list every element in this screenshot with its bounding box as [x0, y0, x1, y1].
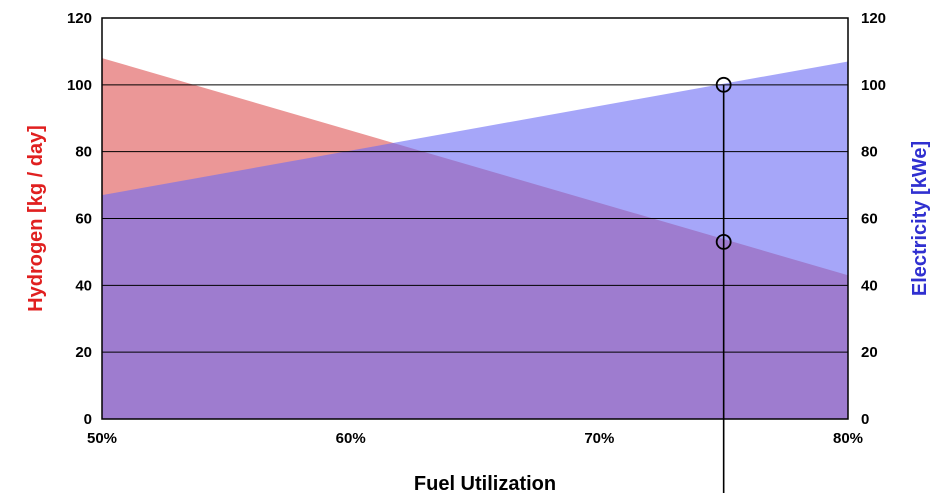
- y-axis-label-left: Hydrogen [kg / day]: [25, 125, 47, 312]
- marker-circle: [715, 233, 732, 250]
- x-ticks: 50% 60% 70% 80%: [87, 430, 863, 447]
- marker-circle: [715, 76, 732, 93]
- y-tick-right: 120: [861, 10, 886, 27]
- y-tick-left: 60: [75, 211, 92, 228]
- y-tick-left: 120: [67, 10, 92, 27]
- plot-frame: [101, 17, 849, 420]
- y-tick-right: 20: [861, 344, 878, 361]
- y-ticks-right: 0 20 40 60 80 100 120: [861, 10, 886, 428]
- y-tick-right: 100: [861, 77, 886, 94]
- y-tick-right: 60: [861, 211, 878, 228]
- marker-group: [715, 76, 732, 493]
- y-tick-left: 0: [84, 411, 92, 428]
- x-tick: 50%: [87, 430, 117, 447]
- x-axis-label: Fuel Utilization: [414, 473, 556, 495]
- x-tick: 70%: [584, 430, 614, 447]
- y-tick-left: 80: [75, 144, 92, 161]
- y-tick-right: 0: [861, 411, 869, 428]
- y-tick-right: 40: [861, 277, 878, 294]
- y-tick-left: 40: [75, 277, 92, 294]
- x-tick: 60%: [336, 430, 366, 447]
- y-tick-left: 100: [67, 77, 92, 94]
- y-ticks-left: 0 20 40 60 80 100 120: [67, 10, 92, 428]
- y-tick-left: 20: [75, 344, 92, 361]
- y-tick-right: 80: [861, 144, 878, 161]
- electricity-area: [102, 61, 848, 420]
- x-tick: 80%: [833, 430, 863, 447]
- y-axis-label-right: Electricity [kWe]: [909, 141, 931, 296]
